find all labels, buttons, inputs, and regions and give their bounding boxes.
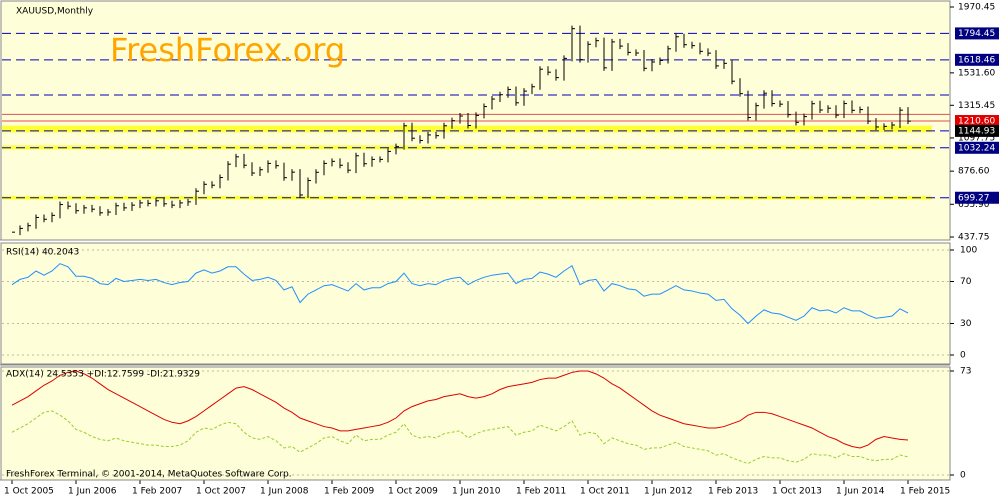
indicator-line <box>11 370 909 449</box>
x-tick-label: 1 Feb 2013 <box>708 487 758 497</box>
price-label: 1032.24 <box>958 143 995 153</box>
rsi-pane <box>0 242 951 365</box>
x-tick-label: 1 Oct 2005 <box>4 487 54 497</box>
price-label-box <box>955 191 999 204</box>
y-tick-label: 70 <box>960 277 972 287</box>
price-label-box <box>955 27 999 40</box>
price-label-box <box>955 53 999 66</box>
adx-title: ADX(14) 24.5353 +DI:12.7599 -DI:21.9329 <box>6 370 200 380</box>
x-tick-label: 1 Oct 2007 <box>196 487 246 497</box>
symbol-title: XAUUSD,Monthly <box>16 7 94 17</box>
price-label-box <box>955 124 999 137</box>
x-tick-label: 1 Oct 2011 <box>580 487 630 497</box>
y-tick-label: 655.90 <box>958 200 990 210</box>
price-label: 1144.93 <box>958 126 995 136</box>
x-tick-label: 1 Jun 2010 <box>452 487 501 497</box>
price-label: 699.27 <box>958 193 990 203</box>
x-tick-label: 1 Jun 2014 <box>836 487 885 497</box>
price-label: 1794.45 <box>958 29 995 39</box>
x-tick-label: 1 Jun 2008 <box>260 487 309 497</box>
price-label-box <box>955 141 999 154</box>
x-tick-label: 1 Jun 2006 <box>68 487 117 497</box>
x-tick-label: 1 Feb 2011 <box>516 487 566 497</box>
y-tick-label: 0 <box>960 351 966 361</box>
price-label-box <box>955 115 999 128</box>
indicator-line <box>11 410 909 465</box>
y-tick-label: 1531.60 <box>958 68 995 78</box>
x-tick-label: 1 Jun 2012 <box>644 487 692 497</box>
chart-layer: 1970.45 1531.60 1315.45 1097.75 876.60 655.90… <box>0 3 999 497</box>
y-tick-label: 0 <box>960 471 966 481</box>
x-tick-label: 1 Oct 2013 <box>772 487 822 497</box>
y-tick-label: 876.60 <box>958 167 990 177</box>
y-tick-label: 1315.45 <box>958 101 995 111</box>
indicator-line <box>11 263 909 325</box>
price-label: 1618.46 <box>958 55 995 65</box>
y-tick-label: 1970.45 <box>958 3 995 13</box>
price-label: 1210.60 <box>958 117 995 127</box>
y-tick-label: 100 <box>960 246 977 256</box>
x-tick-label: 1 Feb 2015 <box>900 487 950 497</box>
watermark: FreshForex.org <box>110 31 345 69</box>
y-tick-label: 1097.75 <box>958 133 995 143</box>
y-tick-label: 30 <box>960 319 972 329</box>
y-tick-label: 437.75 <box>958 233 990 243</box>
x-tick-label: 1 Feb 2007 <box>132 487 182 497</box>
rsi-title: RSI(14) 40.2043 <box>6 248 79 258</box>
footer: FreshForex Terminal, © 2001-2014, MetaQu… <box>6 470 292 480</box>
x-tick-label: 1 Oct 2009 <box>388 487 438 497</box>
support-zone <box>2 125 932 133</box>
adx-pane <box>0 366 951 481</box>
y-tick-label: 73 <box>960 367 971 377</box>
x-tick-label: 1 Feb 2009 <box>324 487 375 497</box>
